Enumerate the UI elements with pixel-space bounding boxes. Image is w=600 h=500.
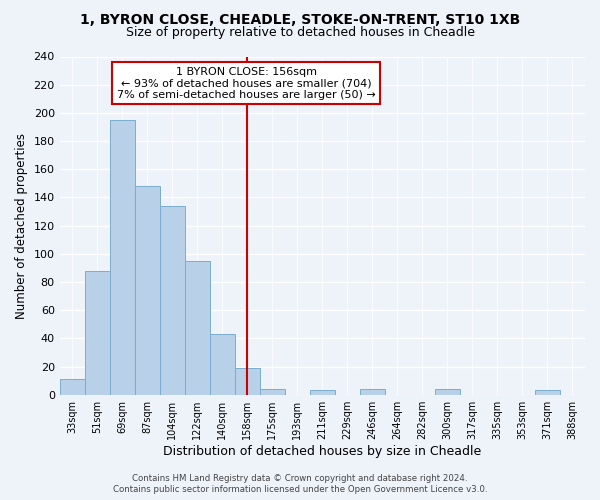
Text: Contains HM Land Registry data © Crown copyright and database right 2024.
Contai: Contains HM Land Registry data © Crown c… [113,474,487,494]
Bar [535,390,560,394]
Bar [110,120,135,394]
Text: Size of property relative to detached houses in Cheadle: Size of property relative to detached ho… [125,26,475,39]
Bar [160,206,185,394]
Bar [310,390,335,394]
Bar [260,389,285,394]
Bar [360,389,385,394]
Bar [235,368,260,394]
Bar [210,334,235,394]
Y-axis label: Number of detached properties: Number of detached properties [15,132,28,318]
Bar [185,261,210,394]
X-axis label: Distribution of detached houses by size in Cheadle: Distribution of detached houses by size … [163,444,481,458]
Bar [85,270,110,394]
Bar [135,186,160,394]
Text: 1, BYRON CLOSE, CHEADLE, STOKE-ON-TRENT, ST10 1XB: 1, BYRON CLOSE, CHEADLE, STOKE-ON-TRENT,… [80,12,520,26]
Bar [59,379,85,394]
Text: 1 BYRON CLOSE: 156sqm
← 93% of detached houses are smaller (704)
7% of semi-deta: 1 BYRON CLOSE: 156sqm ← 93% of detached … [117,66,376,100]
Bar [435,389,460,394]
